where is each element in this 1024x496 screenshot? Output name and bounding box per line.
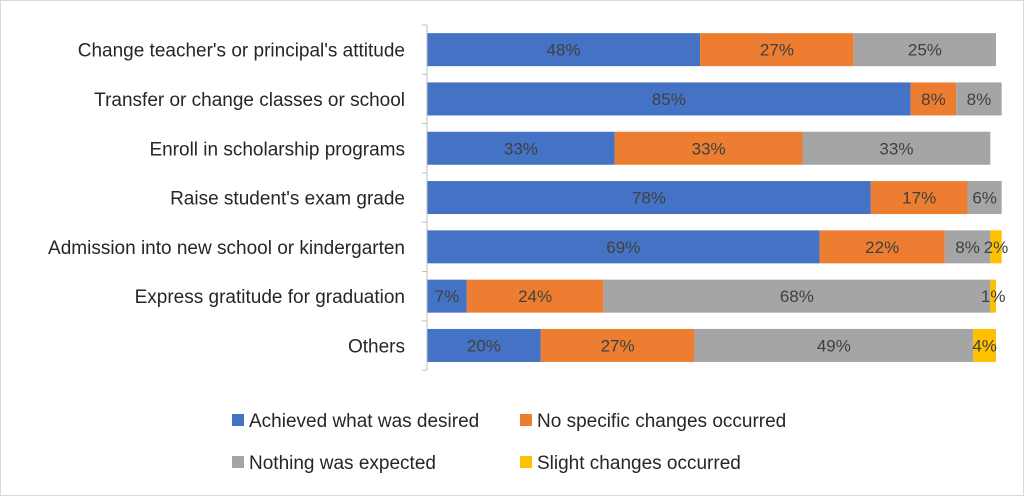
legend-swatch bbox=[520, 456, 532, 468]
bar-segment bbox=[853, 33, 996, 67]
legend-swatch bbox=[232, 414, 244, 426]
bar-segment bbox=[427, 33, 701, 67]
data-labels: 48% 27% 25% 85% 8% 8% 33% 33% 33% 78% 17% 6% 69% 22% 8… bbox=[435, 41, 1009, 356]
data-label: 69% bbox=[606, 238, 640, 257]
data-label: 24% bbox=[518, 287, 552, 306]
legend-swatch bbox=[232, 456, 244, 468]
bar-segment bbox=[427, 131, 615, 165]
data-label: 78% bbox=[632, 189, 666, 208]
legend-label: Nothing was expected bbox=[249, 453, 436, 474]
bar-segment bbox=[694, 328, 974, 362]
data-label: 8% bbox=[967, 90, 992, 109]
bar-segment bbox=[990, 230, 1002, 264]
bar-segment bbox=[870, 181, 968, 215]
bar-segment bbox=[967, 181, 1002, 215]
data-label: 27% bbox=[601, 336, 635, 355]
data-label: 17% bbox=[902, 189, 936, 208]
bar-segment bbox=[956, 82, 1002, 116]
legend: Achieved what was desired No specific cha… bbox=[232, 411, 786, 474]
bar-segment bbox=[427, 279, 467, 313]
data-label: 85% bbox=[652, 90, 686, 109]
legend-label: No specific changes occurred bbox=[537, 411, 786, 432]
bar-segment bbox=[603, 279, 991, 313]
bar-segment bbox=[819, 230, 945, 264]
bar-segment bbox=[466, 279, 604, 313]
bar-segment bbox=[973, 328, 996, 362]
data-label: 33% bbox=[692, 139, 726, 158]
bar-segment bbox=[910, 82, 957, 116]
bar-segment bbox=[802, 131, 991, 165]
data-label: 27% bbox=[760, 41, 794, 60]
bar-segment bbox=[427, 82, 911, 116]
bar-segment bbox=[944, 230, 991, 264]
bar-segment bbox=[427, 328, 541, 362]
bar-layer bbox=[427, 33, 1002, 362]
data-label: 8% bbox=[955, 238, 980, 257]
data-label: 68% bbox=[780, 287, 814, 306]
category-axis bbox=[422, 24, 428, 371]
data-label: 4% bbox=[972, 336, 997, 355]
category-label: Enroll in scholarship programs bbox=[149, 139, 405, 160]
legend-swatch bbox=[520, 414, 532, 426]
data-label: 1% bbox=[981, 287, 1006, 306]
category-label: Raise student's exam grade bbox=[170, 189, 405, 210]
legend-label: Slight changes occurred bbox=[537, 453, 741, 474]
data-label: 33% bbox=[879, 139, 913, 158]
category-label: Others bbox=[348, 336, 405, 357]
data-label: 2% bbox=[984, 238, 1009, 257]
data-label: 33% bbox=[504, 139, 538, 158]
category-labels: Change teacher's or principal's attitude… bbox=[48, 41, 405, 358]
category-label: Transfer or change classes or school bbox=[94, 90, 405, 111]
legend-label: Achieved what was desired bbox=[249, 411, 479, 432]
data-label: 48% bbox=[547, 41, 581, 60]
bar-segment bbox=[990, 279, 996, 313]
category-label: Admission into new school or kindergarte… bbox=[48, 238, 405, 259]
bar-segment bbox=[540, 328, 695, 362]
data-label: 25% bbox=[908, 41, 942, 60]
data-label: 49% bbox=[817, 336, 851, 355]
category-label: Change teacher's or principal's attitude bbox=[78, 41, 405, 62]
data-label: 6% bbox=[972, 189, 997, 208]
data-label: 20% bbox=[467, 336, 501, 355]
data-label: 7% bbox=[435, 287, 460, 306]
bar-segment bbox=[427, 181, 871, 215]
bar-segment bbox=[700, 33, 854, 67]
category-label: Express gratitude for graduation bbox=[135, 287, 405, 308]
data-label: 22% bbox=[865, 238, 899, 257]
data-label: 8% bbox=[921, 90, 946, 109]
bar-segment bbox=[427, 230, 820, 264]
bar-segment bbox=[614, 131, 803, 165]
